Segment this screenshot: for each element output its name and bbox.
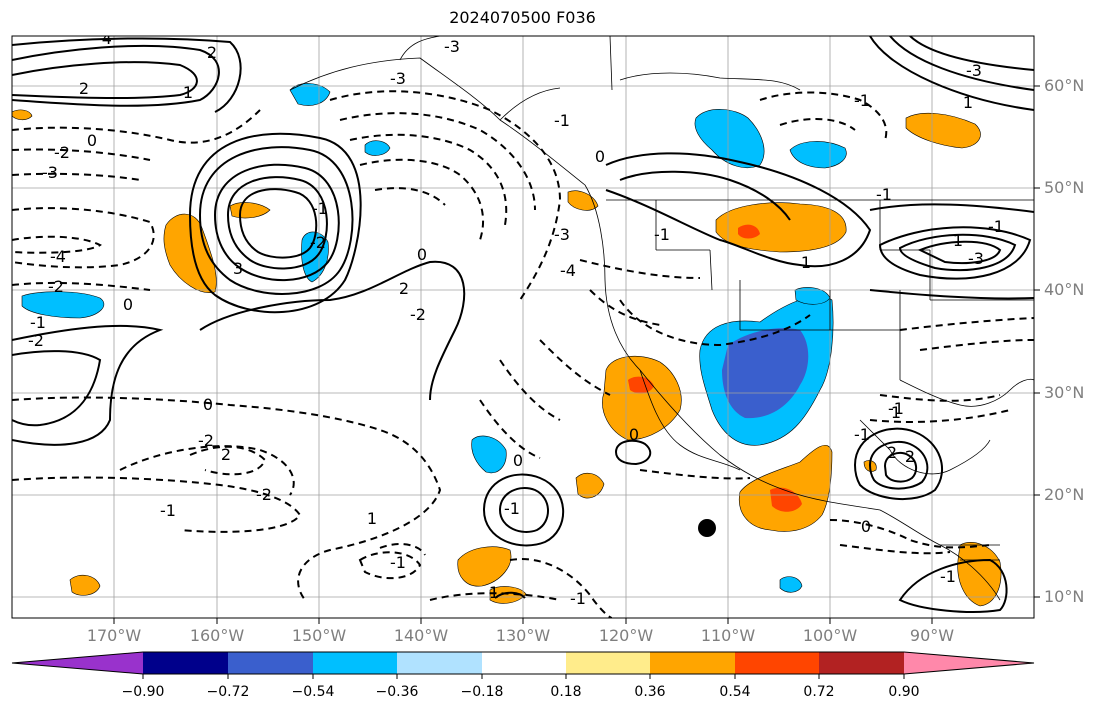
- contour-label: 0: [87, 131, 97, 150]
- negative-anomaly-shading: [21, 83, 847, 593]
- colorbar-tick-label: 0.36: [634, 684, 666, 700]
- lat-label: 60°N: [1044, 76, 1085, 95]
- contour-label: -2: [28, 331, 44, 350]
- colorbar-tick-label: −0.90: [121, 684, 165, 700]
- contour-label: -3: [42, 163, 58, 182]
- contour-label: -1: [312, 199, 328, 218]
- colorbar-tick-label: −0.18: [460, 684, 504, 700]
- contour-label: -3: [968, 249, 984, 268]
- contour-label: 1: [801, 253, 811, 272]
- colorbar-segment: [566, 652, 650, 674]
- dashed-contour-lines: [12, 90, 1034, 618]
- colorbar-tick-label: 0.54: [719, 684, 751, 700]
- contour-label: -4: [50, 247, 66, 266]
- colorbar-segment: [650, 652, 735, 674]
- storm-center-marker: [698, 519, 716, 537]
- contour-label: -4: [560, 261, 576, 280]
- contour-label: 2: [207, 43, 217, 62]
- colorbar-tick-label: 0.90: [888, 684, 920, 700]
- lon-label: 100°W: [802, 626, 858, 645]
- colorbar-segment: [819, 652, 904, 674]
- contour-label: 1: [367, 509, 377, 528]
- contour-label: 1: [489, 583, 499, 602]
- lon-label: 150°W: [291, 626, 347, 645]
- contour-label: 3: [233, 259, 243, 278]
- colorbar-segment: [228, 652, 313, 674]
- contour-label: 0: [861, 517, 871, 536]
- lon-label: 90°W: [909, 626, 955, 645]
- contour-label: -2: [256, 485, 272, 504]
- lat-label: 40°N: [1044, 280, 1085, 299]
- contour-label: -1: [160, 501, 176, 520]
- lat-label: 10°N: [1044, 587, 1085, 606]
- colorbar-segment: [482, 652, 566, 674]
- contour-label: 1: [963, 93, 973, 112]
- contour-label: -1: [554, 111, 570, 130]
- contour-label: -1: [30, 313, 46, 332]
- colorbar-segment: [397, 652, 482, 674]
- contour-label: -2: [54, 143, 70, 162]
- colorbar-tick-label: −0.72: [206, 684, 250, 700]
- lon-label: 130°W: [495, 626, 551, 645]
- contour-label: -1: [940, 567, 956, 586]
- lon-label: 120°W: [598, 626, 654, 645]
- contour-label: 2: [221, 445, 231, 464]
- contour-label: 0: [203, 395, 213, 414]
- contour-label: 0: [595, 147, 605, 166]
- contour-label: -1: [888, 399, 904, 418]
- contour-label: 0: [417, 245, 427, 264]
- lat-label: 20°N: [1044, 485, 1085, 504]
- contour-label: 2: [905, 447, 915, 466]
- colorbar-segment: [313, 652, 397, 674]
- colorbar-segment: [12, 652, 143, 674]
- colorbar-tick-label: −0.54: [291, 684, 335, 700]
- lon-ticks: [113, 618, 933, 624]
- colorbar: [11, 651, 1035, 679]
- lon-label: 140°W: [393, 626, 449, 645]
- contour-label: -3: [444, 37, 460, 56]
- map-title: 2024070500 F036: [449, 8, 596, 27]
- lon-label: 160°W: [189, 626, 245, 645]
- colorbar-tick-label: 0.72: [803, 684, 835, 700]
- contour-lines: [12, 36, 1034, 613]
- contour-label: -2: [310, 233, 326, 252]
- contour-label: -1: [854, 425, 870, 444]
- contour-label: -2: [198, 431, 214, 450]
- lon-label: 110°W: [700, 626, 756, 645]
- contour-label: 2: [79, 79, 89, 98]
- contour-label: 2: [887, 443, 897, 462]
- contour-label: 1: [891, 403, 901, 422]
- contour-label: -2: [410, 305, 426, 324]
- lon-label: 170°W: [86, 626, 142, 645]
- contour-label: -1: [988, 217, 1004, 236]
- contour-label: -2: [48, 277, 64, 296]
- contour-label: -3: [554, 225, 570, 244]
- contour-label: 0: [123, 295, 133, 314]
- colorbar-tick-label: −0.36: [375, 684, 419, 700]
- contour-label: -1: [854, 91, 870, 110]
- contour-label: -1: [654, 225, 670, 244]
- contour-label: -1: [504, 499, 520, 518]
- lat-label: 30°N: [1044, 383, 1085, 402]
- colorbar-segment: [735, 652, 819, 674]
- contour-label: -1: [876, 185, 892, 204]
- contour-label: 0: [629, 425, 639, 444]
- lat-label: 50°N: [1044, 178, 1085, 197]
- contour-label: -3: [390, 69, 406, 88]
- contour-label: 0: [513, 451, 523, 470]
- contour-label: 1: [953, 231, 963, 250]
- contour-label: -3: [966, 61, 982, 80]
- contour-label: -1: [570, 589, 586, 608]
- contour-label: 2: [399, 279, 409, 298]
- contour-label: -4: [96, 29, 112, 48]
- colorbar-segment: [143, 652, 228, 674]
- lat-ticks: [1034, 85, 1040, 598]
- contour-label-group: -4 2 -3 0 -1 -2 2 -4 -3 -3 -1 0 -2 -1 1 …: [28, 29, 1004, 608]
- contour-label: -1: [390, 553, 406, 572]
- contour-label: 1: [183, 83, 193, 102]
- colorbar-segment: [904, 652, 1034, 674]
- colorbar-tick-label: 0.18: [550, 684, 582, 700]
